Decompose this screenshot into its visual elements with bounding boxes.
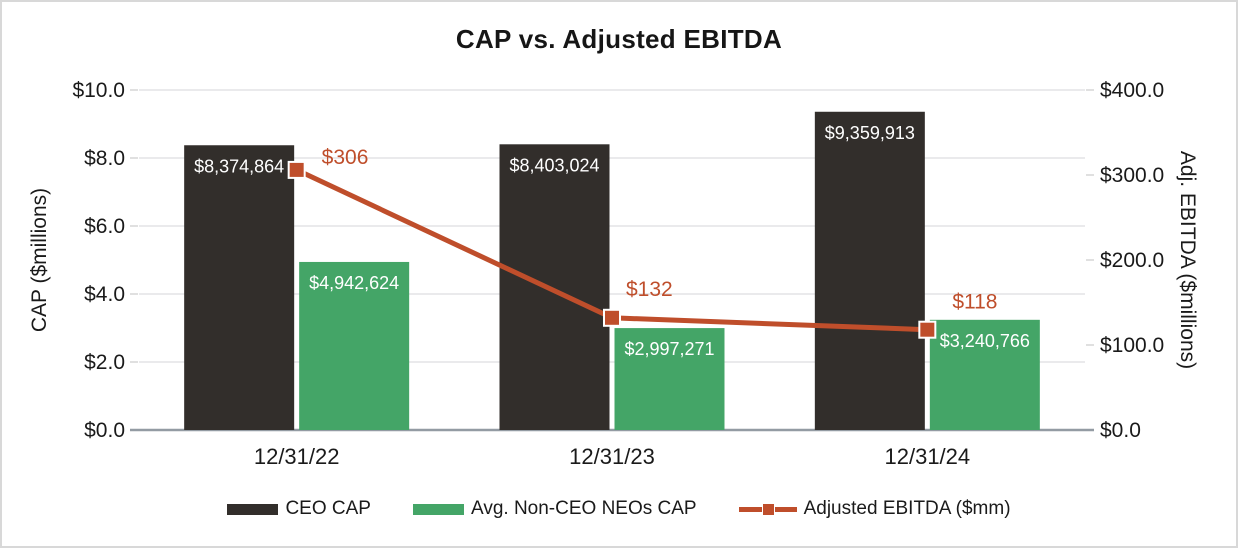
legend-item-adjusted-ebitda: Adjusted EBITDA ($mm) bbox=[738, 498, 1011, 520]
legend-label-avg-non-ceo-neos-cap: Avg. Non-CEO NEOs CAP bbox=[470, 498, 697, 519]
bar-data-label: $8,403,024 bbox=[509, 155, 599, 175]
line-data-label: $132 bbox=[626, 278, 673, 301]
legend-label-adjusted-ebitda: Adjusted EBITDA ($mm) bbox=[803, 498, 1011, 519]
line-marker-square bbox=[918, 320, 937, 339]
bar-avg-non-ceo-neos-cap bbox=[929, 319, 1040, 430]
legend-item-avg-non-ceo-neos-cap: Avg. Non-CEO NEOs CAP bbox=[412, 498, 697, 520]
left-axis-tick-label: $10.0 bbox=[72, 79, 125, 102]
left-axis-tick-label: $0.0 bbox=[84, 419, 125, 442]
x-axis-category-label: 12/31/23 bbox=[569, 444, 655, 469]
bar-data-label: $3,240,766 bbox=[940, 331, 1030, 351]
legend: CEO CAP Avg. Non-CEO NEOs CAP Adjusted E… bbox=[2, 498, 1236, 520]
bar-data-label: $9,359,913 bbox=[825, 123, 915, 143]
ceo-cap-swatch bbox=[227, 503, 279, 515]
x-axis-category-label: 12/31/22 bbox=[254, 444, 340, 469]
left-axis-title: CAP ($millions) bbox=[28, 188, 51, 332]
bar-ceo-cap bbox=[499, 144, 610, 430]
line-data-label: $306 bbox=[322, 146, 369, 169]
bar-avg-non-ceo-neos-cap bbox=[614, 328, 725, 430]
left-axis-tick-label: $2.0 bbox=[84, 351, 125, 374]
avg-non-ceo-neos-cap-swatch bbox=[412, 503, 464, 515]
right-axis-tick-label: $0.0 bbox=[1100, 419, 1141, 442]
right-axis-tick-label: $400.0 bbox=[1100, 79, 1164, 102]
left-axis-tick-label: $8.0 bbox=[84, 147, 125, 170]
right-axis-tick-label: $200.0 bbox=[1100, 249, 1164, 272]
adjusted-ebitda-line-swatch bbox=[738, 502, 797, 516]
legend-label-ceo-cap: CEO CAP bbox=[285, 498, 371, 519]
left-axis-tick-label: $4.0 bbox=[84, 283, 125, 306]
left-axis-tick-label: $6.0 bbox=[84, 215, 125, 238]
bar-avg-non-ceo-neos-cap bbox=[299, 261, 410, 430]
right-axis-tick-label: $100.0 bbox=[1100, 334, 1164, 357]
line-data-label: $118 bbox=[952, 291, 997, 314]
line-marker-square bbox=[287, 160, 306, 179]
bar-data-label: $8,374,864 bbox=[194, 156, 284, 176]
chart-title: CAP vs. Adjusted EBITDA bbox=[455, 24, 783, 54]
x-axis-category-label: 12/31/24 bbox=[885, 444, 971, 469]
line-marker-square bbox=[603, 308, 621, 327]
right-axis-tick-label: $300.0 bbox=[1100, 164, 1164, 187]
right-axis-title: Adj. EBITDA ($millions) bbox=[1176, 151, 1199, 369]
bar-ceo-cap bbox=[814, 111, 925, 431]
legend-item-ceo-cap: CEO CAP bbox=[227, 498, 371, 520]
bar-data-label: $4,942,624 bbox=[309, 273, 399, 293]
bar-data-label: $2,997,271 bbox=[624, 339, 714, 359]
adjusted-ebitda-marker-sample bbox=[761, 502, 775, 516]
bar-ceo-cap bbox=[184, 145, 295, 430]
